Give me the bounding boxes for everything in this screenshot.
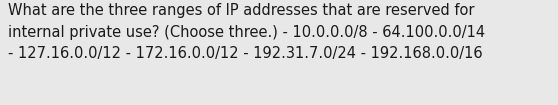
Text: What are the three ranges of IP addresses that are reserved for
internal private: What are the three ranges of IP addresse… <box>8 3 485 61</box>
